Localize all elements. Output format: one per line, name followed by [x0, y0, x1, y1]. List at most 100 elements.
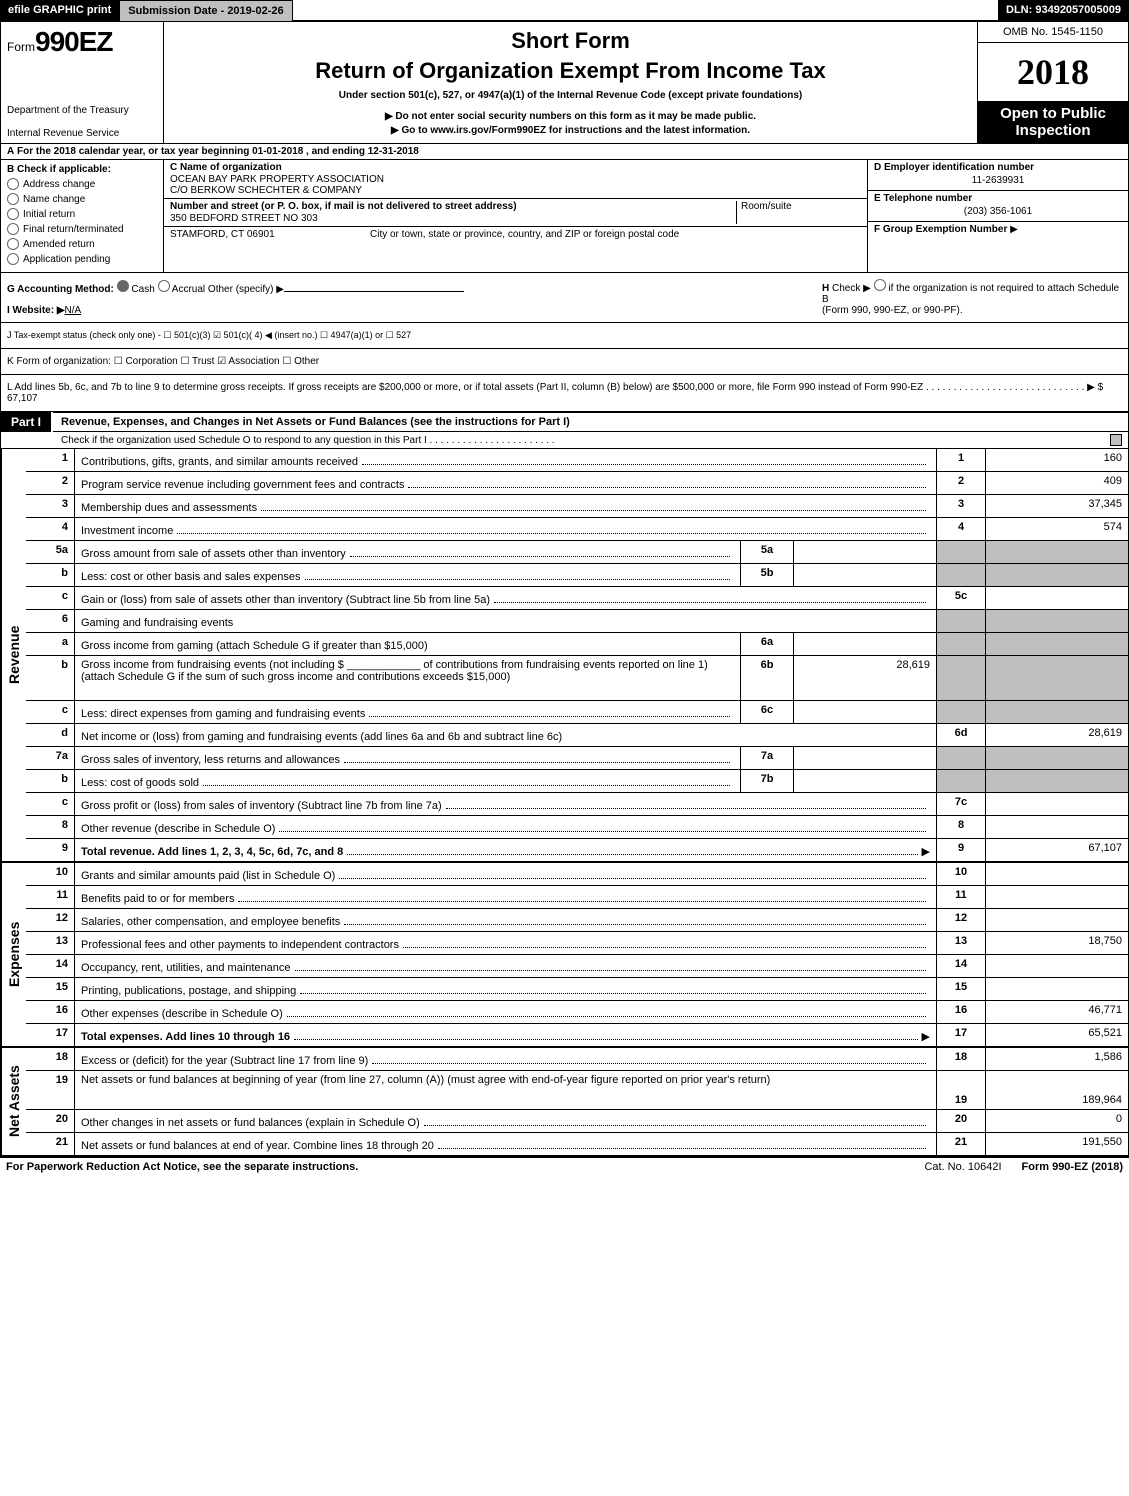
row-rv [986, 587, 1128, 609]
row-desc: Salaries, other compensation, and employ… [75, 909, 936, 931]
table-row: 12 Salaries, other compensation, and emp… [26, 909, 1128, 932]
check-address-change[interactable]: Address change [7, 178, 157, 190]
org-name: OCEAN BAY PARK PROPERTY ASSOCIATION [170, 174, 861, 185]
row-rv: 160 [986, 449, 1128, 471]
check-name-change[interactable]: Name change [7, 193, 157, 205]
inspection-label: Inspection [1015, 122, 1090, 139]
row-desc: Gaming and fundraising events [75, 610, 936, 632]
form-prefix: Form [7, 40, 35, 54]
row-rv: 65,521 [986, 1024, 1128, 1046]
row-desc: Membership dues and assessments [75, 495, 936, 517]
row-desc: Gain or (loss) from sale of assets other… [75, 587, 936, 609]
row-a-tax-year: A For the 2018 calendar year, or tax yea… [0, 144, 1129, 160]
row-num: 17 [26, 1024, 75, 1046]
row-rv: 46,771 [986, 1001, 1128, 1023]
row-rv: 409 [986, 472, 1128, 494]
row-rv [986, 909, 1128, 931]
row-rn: 19 [936, 1071, 986, 1109]
row-mn: 6b [740, 656, 794, 700]
open-to-public: Open to Public Inspection [978, 101, 1128, 143]
check-application-pending[interactable]: Application pending [7, 253, 157, 265]
net-assets-table: Net Assets 18 Excess or (deficit) for th… [0, 1048, 1129, 1157]
row-num: 4 [26, 518, 75, 540]
website-value: N/A [65, 305, 82, 316]
shaded-cell [986, 610, 1128, 632]
checkbox-icon[interactable] [158, 280, 170, 292]
row-rv: 37,345 [986, 495, 1128, 517]
row-desc: Net assets or fund balances at end of ye… [75, 1133, 936, 1155]
table-row: c Less: direct expenses from gaming and … [26, 701, 1128, 724]
section-l: L Add lines 5b, 6c, and 7b to line 9 to … [0, 375, 1129, 412]
website-label: I Website: ▶ [7, 305, 65, 316]
schedule-o-checkbox[interactable] [1110, 434, 1122, 446]
row-num: 20 [26, 1110, 75, 1132]
row-num: 21 [26, 1133, 75, 1155]
section-k: K Form of organization: ☐ Corporation ☐ … [0, 349, 1129, 375]
row-num: 10 [26, 863, 75, 885]
paperwork-notice: For Paperwork Reduction Act Notice, see … [6, 1161, 904, 1173]
shaded-cell [986, 747, 1128, 769]
row-num: 13 [26, 932, 75, 954]
row-mv [794, 564, 936, 586]
table-row: 3 Membership dues and assessments 3 37,3… [26, 495, 1128, 518]
checkbox-icon[interactable] [874, 279, 886, 291]
row-num: c [26, 793, 75, 815]
row-desc: Printing, publications, postage, and shi… [75, 978, 936, 1000]
check-initial-return[interactable]: Initial return [7, 208, 157, 220]
col-d-e-f: D Employer identification number 11-2639… [867, 160, 1128, 272]
row-mn: 5a [740, 541, 794, 563]
row-rv: 191,550 [986, 1133, 1128, 1155]
row-desc: Other changes in net assets or fund bala… [75, 1110, 936, 1132]
efile-print-button[interactable]: efile GRAPHIC print [0, 0, 119, 22]
row-num: c [26, 587, 75, 609]
row-num: 1 [26, 449, 75, 471]
guidance-link[interactable]: ▶ Go to www.irs.gov/Form990EZ for instru… [170, 125, 971, 136]
row-num: 7a [26, 747, 75, 769]
col-h: H Check ▶ if the organization is not req… [816, 279, 1122, 316]
row-desc: Gross amount from sale of assets other t… [75, 541, 740, 563]
open-label: Open to Public [1000, 105, 1106, 122]
cash-label: Cash [131, 284, 154, 295]
table-row: 5a Gross amount from sale of assets othe… [26, 541, 1128, 564]
row-num: 3 [26, 495, 75, 517]
header-center: Short Form Return of Organization Exempt… [164, 22, 977, 143]
row-mn: 7b [740, 770, 794, 792]
shaded-cell [936, 564, 986, 586]
phone-label: E Telephone number [874, 193, 1122, 204]
label-a: A [7, 146, 14, 157]
row-rv: 189,964 [986, 1071, 1128, 1109]
other-field[interactable] [284, 279, 464, 292]
shaded-cell [936, 770, 986, 792]
org-co: C/O BERKOW SCHECHTER & COMPANY [170, 185, 861, 196]
arrow-icon: ▶ [1010, 224, 1018, 235]
row-rv [986, 886, 1128, 908]
label-h: H [822, 283, 829, 294]
phone-value: (203) 356-1061 [874, 206, 1122, 217]
submission-date: Submission Date - 2019-02-26 [119, 0, 292, 22]
row-rn: 9 [936, 839, 986, 861]
checkbox-icon[interactable] [117, 280, 129, 292]
row-mn: 6a [740, 633, 794, 655]
table-row: 15 Printing, publications, postage, and … [26, 978, 1128, 1001]
row-mv [794, 747, 936, 769]
row-num: 9 [26, 839, 75, 861]
table-row: c Gross profit or (loss) from sales of i… [26, 793, 1128, 816]
row-num: 11 [26, 886, 75, 908]
col-g: G Accounting Method: Cash Accrual Other … [7, 279, 816, 316]
check-final-return[interactable]: Final return/terminated [7, 223, 157, 235]
row-desc: Net assets or fund balances at beginning… [75, 1071, 936, 1109]
row-desc: Other revenue (describe in Schedule O) [75, 816, 936, 838]
check-amended-return[interactable]: Amended return [7, 238, 157, 250]
row-rn: 15 [936, 978, 986, 1000]
row-desc: Gross profit or (loss) from sales of inv… [75, 793, 936, 815]
row-desc: Total revenue. Add lines 1, 2, 3, 4, 5c,… [75, 839, 936, 861]
subtitle: Under section 501(c), 527, or 4947(a)(1)… [170, 90, 971, 101]
form-ref: Form 990-EZ (2018) [1022, 1161, 1123, 1173]
row-rv [986, 978, 1128, 1000]
row-rn: 4 [936, 518, 986, 540]
shaded-cell [986, 541, 1128, 563]
row-rn: 14 [936, 955, 986, 977]
row-rn: 6d [936, 724, 986, 746]
checkbox-icon [7, 238, 19, 250]
footer: For Paperwork Reduction Act Notice, see … [0, 1157, 1129, 1176]
